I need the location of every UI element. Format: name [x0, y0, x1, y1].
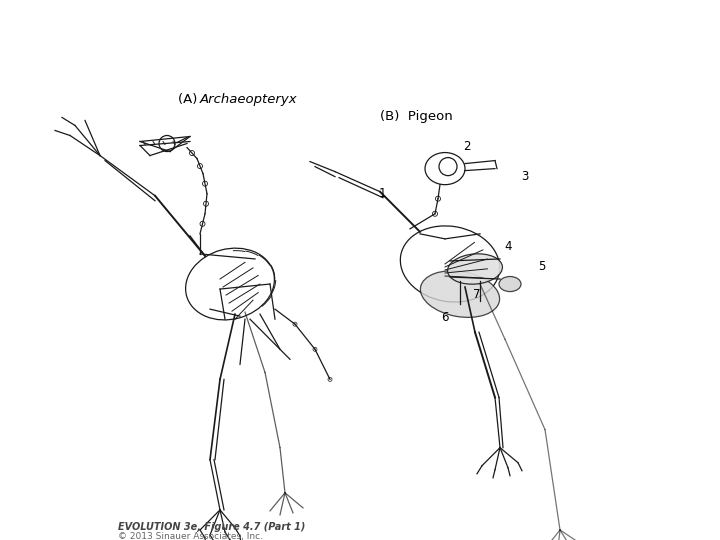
- Text: 4: 4: [504, 240, 512, 253]
- Text: (A): (A): [178, 93, 202, 106]
- Text: (B)  Pigeon: (B) Pigeon: [380, 110, 453, 123]
- Text: Figure 4.7  Skeletal features of (A): Figure 4.7 Skeletal features of (A): [6, 6, 261, 22]
- Circle shape: [197, 164, 202, 168]
- Text: 1: 1: [378, 187, 386, 200]
- Circle shape: [293, 322, 297, 326]
- Circle shape: [204, 201, 209, 206]
- Text: Archaeopteryx: Archaeopteryx: [261, 6, 368, 22]
- Text: © 2013 Sinauer Associates, Inc.: © 2013 Sinauer Associates, Inc.: [118, 532, 263, 540]
- Ellipse shape: [499, 276, 521, 292]
- Text: Archaeopteryx: Archaeopteryx: [261, 6, 368, 22]
- Circle shape: [189, 151, 194, 156]
- Text: , and (B) a modern bird: , and (B) a modern bird: [368, 6, 539, 22]
- Text: 3: 3: [521, 170, 528, 183]
- Circle shape: [202, 181, 207, 186]
- Ellipse shape: [420, 271, 500, 318]
- Circle shape: [200, 221, 205, 226]
- Text: 5: 5: [539, 260, 546, 273]
- Text: 2: 2: [463, 140, 471, 153]
- Text: Archaeopteryx: Archaeopteryx: [200, 93, 297, 106]
- Text: 7: 7: [473, 288, 481, 301]
- Circle shape: [436, 196, 441, 201]
- Text: 6: 6: [441, 310, 449, 323]
- Ellipse shape: [448, 254, 503, 284]
- Text: EVOLUTION 3e, Figure 4.7 (Part 1): EVOLUTION 3e, Figure 4.7 (Part 1): [118, 522, 305, 532]
- Circle shape: [433, 211, 438, 217]
- Circle shape: [328, 377, 332, 381]
- Circle shape: [313, 347, 317, 352]
